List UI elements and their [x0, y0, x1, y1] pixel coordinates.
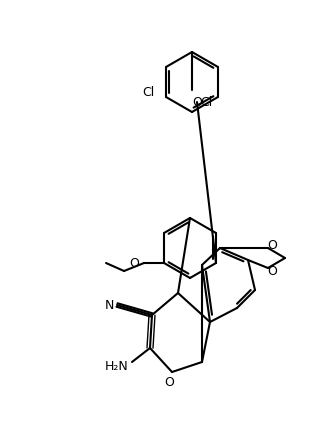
Text: O: O [164, 375, 174, 389]
Text: N: N [104, 298, 114, 312]
Text: Cl: Cl [200, 95, 212, 109]
Text: O: O [267, 264, 277, 278]
Text: O: O [267, 238, 277, 252]
Text: O: O [129, 257, 139, 269]
Text: Cl: Cl [142, 85, 154, 99]
Text: H₂N: H₂N [104, 359, 128, 373]
Text: O: O [192, 95, 202, 109]
